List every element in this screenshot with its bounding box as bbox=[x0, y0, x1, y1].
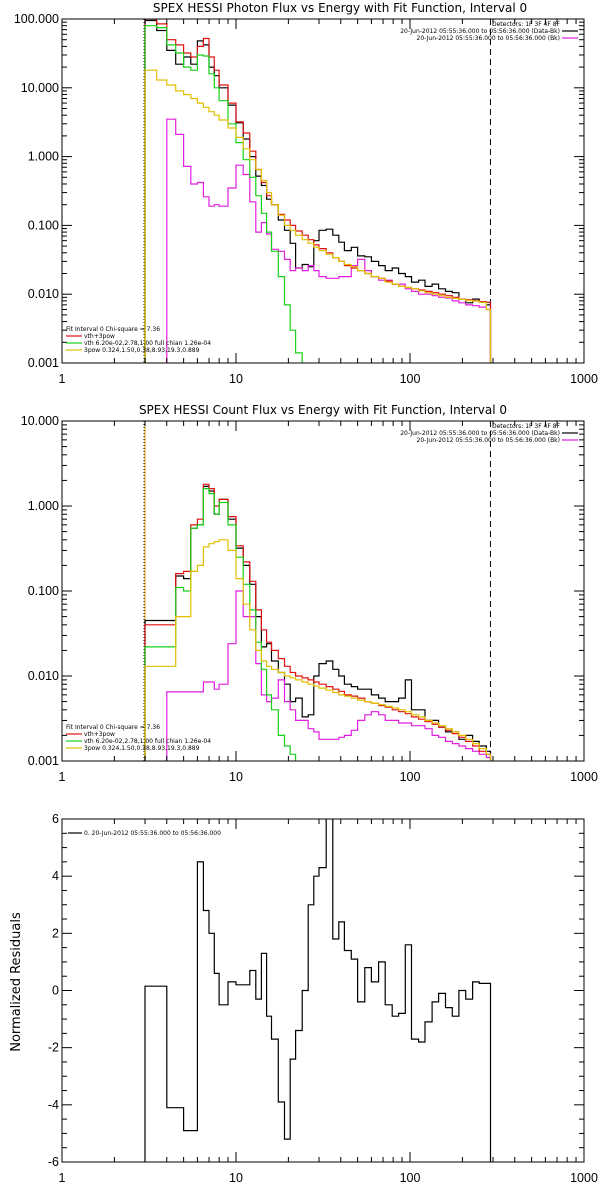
x-tick-label: 10 bbox=[229, 372, 243, 386]
series-line-bk bbox=[144, 118, 492, 363]
x-tick-label: 100 bbox=[400, 1171, 421, 1185]
series-group bbox=[143, 19, 492, 363]
y-tick-label: 0.100 bbox=[28, 218, 59, 232]
x-tick-label: 100 bbox=[400, 372, 421, 386]
legend-entry: 3pow 0.324,1.50,0.38,8.93,19.3,0.889 bbox=[84, 347, 200, 354]
plot-frame bbox=[61, 420, 585, 762]
legend-entry: vth+3pow bbox=[84, 333, 115, 340]
y-tick-label: 6 bbox=[52, 812, 59, 826]
legend-entry: Fit Interval 0 Chi-square = 7.36 bbox=[66, 724, 160, 731]
legend-entry: 20-Jun-2012 05:55:36.000 to 05:56:36.000… bbox=[417, 437, 560, 444]
y-tick-label: -6 bbox=[48, 1155, 59, 1169]
y-tick-label: 0.100 bbox=[28, 584, 59, 598]
y-tick-label: 100.000 bbox=[14, 12, 59, 26]
series-line-vth-3pow bbox=[144, 483, 492, 761]
plot-frame bbox=[61, 818, 585, 1163]
x-tick-label: 1 bbox=[59, 372, 66, 386]
series-group bbox=[143, 421, 492, 761]
series-line-residuals bbox=[144, 819, 492, 1162]
series-line-3pow bbox=[144, 539, 492, 761]
legend-entry: vth+3pow bbox=[84, 731, 115, 738]
y-tick-label: 4 bbox=[52, 869, 59, 883]
y-tick-label: 0.010 bbox=[28, 287, 59, 301]
x-tick-label: 1000 bbox=[570, 1171, 598, 1185]
plot-frame bbox=[61, 18, 585, 364]
series-group bbox=[144, 819, 492, 1162]
x-tick-label: 1000 bbox=[570, 372, 598, 386]
photon-flux-panel: SPEX HESSI Photon Flux vs Energy with Fi… bbox=[14, 1, 598, 386]
legend-entry: vth 6.20e-02,2.78,1.00 full chian 1.26e-… bbox=[84, 738, 211, 745]
y-tick-label: 10.000 bbox=[21, 414, 59, 428]
y-tick-label: -4 bbox=[48, 1098, 59, 1112]
x-tick-label: 100 bbox=[400, 770, 421, 784]
series-line-vth bbox=[144, 488, 297, 761]
x-tick-label: 1 bbox=[59, 1171, 66, 1185]
series-line-3pow bbox=[144, 69, 492, 363]
x-tick-label: 10 bbox=[229, 1171, 243, 1185]
series-line-vth bbox=[144, 25, 303, 363]
y-tick-label: -2 bbox=[48, 1041, 59, 1055]
count-flux-panel: SPEX HESSI Count Flux vs Energy with Fit… bbox=[21, 403, 598, 784]
y-tick-label: 1.000 bbox=[28, 150, 59, 164]
y-tick-label: 0 bbox=[52, 984, 59, 998]
series-line-data-bk bbox=[144, 19, 492, 363]
count-flux-title: SPEX HESSI Count Flux vs Energy with Fit… bbox=[139, 403, 507, 417]
y-tick-label: 0.001 bbox=[28, 754, 59, 768]
y-tick-label: 10.000 bbox=[21, 81, 59, 95]
y-tick-label: 2 bbox=[52, 926, 59, 940]
x-tick-label: 1000 bbox=[570, 770, 598, 784]
photon-flux-title: SPEX HESSI Photon Flux vs Energy with Fi… bbox=[153, 1, 527, 15]
residuals-panel: Normalized Residuals 1 10 100 1000 -6 -4 -2 0 2 4… bbox=[9, 812, 598, 1185]
legend-entry: 20-Jun-2012 05:55:36.000 to 05:56:36.000… bbox=[400, 430, 560, 437]
legend-entry: 0. 20-Jun-2012 05:55:36.000 to 05:56:36.… bbox=[84, 830, 221, 837]
y-tick-label: 0.001 bbox=[28, 356, 59, 370]
legend-entry: vth 6.20e-02,2.78,1.00 full chian 1.26e-… bbox=[84, 340, 211, 347]
series-line-bk bbox=[144, 590, 492, 761]
y-tick-label: 0.010 bbox=[28, 669, 59, 683]
residuals-ylabel: Normalized Residuals bbox=[9, 912, 24, 1052]
legend-entry: 3pow 0.324,1.50,0.38,8.93,19.3,0.889 bbox=[84, 745, 200, 752]
legend-entry: 20-Jun-2012 05:55:36.000 to 05:56:36.000… bbox=[400, 28, 560, 35]
x-tick-label: 1 bbox=[59, 770, 66, 784]
x-tick-label: 10 bbox=[229, 770, 243, 784]
legend-entry: Fit Interval 0 Chi-square = 7.36 bbox=[66, 326, 160, 333]
y-tick-label: 1.000 bbox=[28, 499, 59, 513]
legend-entry: 20-Jun-2012 05:55:36.000 to 05:56:36.000… bbox=[417, 35, 560, 42]
legend-entry: Detectors: 1F 3F 4F 8F bbox=[492, 21, 561, 28]
legend-entry: Detectors: 1F 3F 4F 8F bbox=[492, 423, 561, 430]
